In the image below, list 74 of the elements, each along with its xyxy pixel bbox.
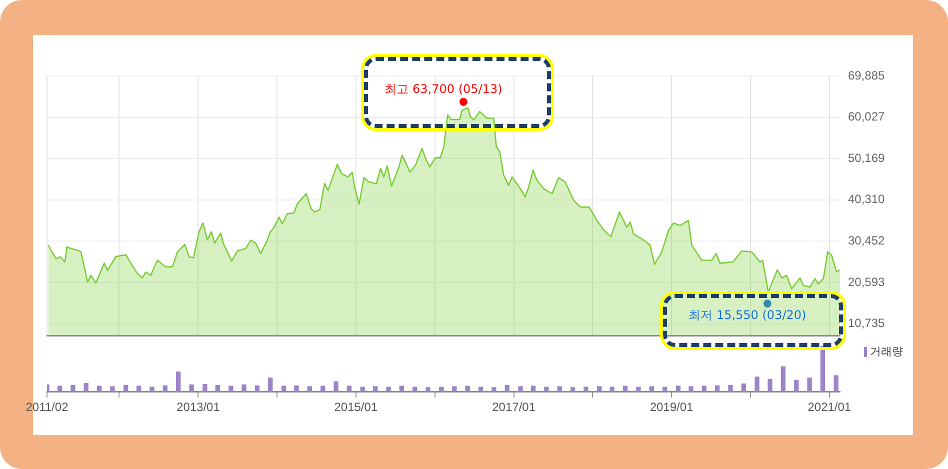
bar [202,384,208,392]
bar [768,378,772,392]
bar [426,387,430,392]
y-tick-label: 20,593 [848,274,886,289]
bar [676,386,681,392]
bar [504,384,510,392]
bar [622,386,628,392]
y-tick-label: 50,169 [848,150,886,165]
bar [189,384,194,392]
x-tick-label: 2013/01 [176,400,220,414]
bar [780,366,786,392]
bar [557,386,562,392]
bar [439,386,444,392]
bar [334,381,338,392]
bar [307,386,312,392]
legend-label: 거래량 [870,344,903,359]
bar [714,385,720,392]
annotation: 최고 63,700 (05/13) [384,82,502,96]
bar [741,384,746,392]
bar [124,384,128,392]
y-tick-label: 40,310 [848,192,886,206]
bar [96,386,102,392]
bar [492,387,496,392]
x-tick-label: 2021/01 [808,400,852,414]
bar [399,386,404,392]
bar [530,386,536,392]
bar [228,386,234,392]
bar [636,386,641,392]
bar [662,386,668,392]
bar [57,386,62,392]
bar [176,372,181,392]
y-tick-label: 10,735 [848,316,886,330]
bar [807,378,812,392]
bar [281,386,286,392]
bar [688,386,694,392]
bar [360,386,365,392]
bar [452,386,457,392]
bar [346,386,352,392]
bar [570,387,576,392]
bar [518,386,523,392]
bar [584,386,588,392]
y-tick-label: 69,885 [848,68,886,82]
bar [597,386,602,392]
y-tick-label: 30,452 [848,234,886,248]
bar [544,386,549,392]
bar [320,386,326,392]
bar [610,386,614,392]
bar [242,384,246,392]
bar [412,386,418,392]
x-tick-label: 2017/01 [492,400,536,414]
annotation: 최저 15,550 (03/20) [688,308,806,322]
bar [478,386,484,392]
bar [373,386,378,392]
bar [215,384,220,392]
x-tick-label: 2015/01 [334,400,378,414]
bar [268,378,273,392]
bar [110,386,115,392]
bar [754,376,760,392]
bar [465,386,470,392]
bar [150,386,154,392]
bar [386,386,391,392]
bar [162,385,168,392]
bar [84,383,88,392]
bar [649,386,654,392]
y-tick-label: 60,027 [848,110,886,124]
bar [728,384,733,392]
bar [834,375,838,392]
bar [136,386,142,392]
bar [70,384,76,392]
bar [702,386,706,392]
bar [794,380,799,392]
x-tick-label: 2019/01 [650,400,694,414]
bar [294,385,299,392]
bar [254,385,260,392]
